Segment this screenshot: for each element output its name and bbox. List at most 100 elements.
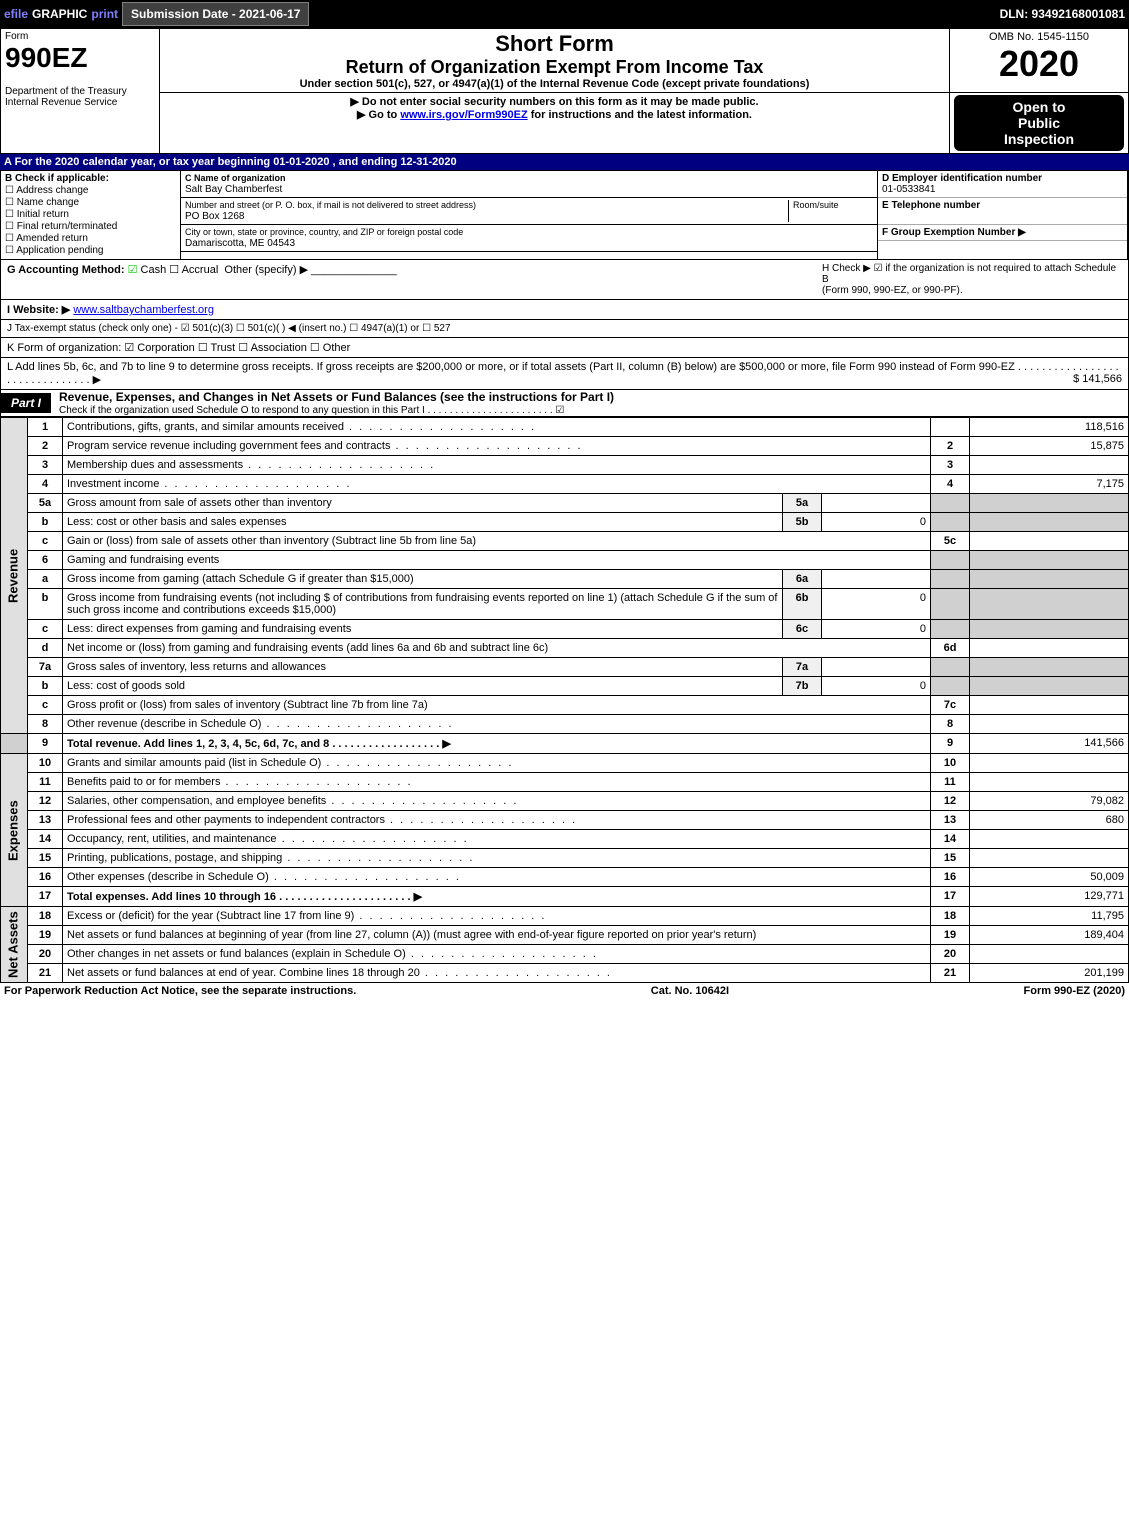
line-6-shade <box>931 551 970 570</box>
line-6c-shade <box>931 620 970 639</box>
line-6d-num: d <box>28 639 63 658</box>
line-8-text: Other revenue (describe in Schedule O) <box>63 715 931 734</box>
line-6a-shade <box>931 570 970 589</box>
form-label: Form <box>5 31 155 42</box>
f-group-label: F Group Exemption Number ▶ <box>882 227 1026 238</box>
line-16-num: 16 <box>28 868 63 887</box>
line-15-val <box>970 849 1129 868</box>
line-5b-shade <box>931 513 970 532</box>
line-6d-text: Net income or (loss) from gaming and fun… <box>63 639 931 658</box>
street-label: Number and street (or P. O. box, if mail… <box>185 200 476 210</box>
line-16-val: 50,009 <box>970 868 1129 887</box>
line-5b-num: b <box>28 513 63 532</box>
row-k-org-form: K Form of organization: ☑ Corporation ☐ … <box>0 338 1129 358</box>
line-5c-val <box>970 532 1129 551</box>
check-name-change[interactable]: Name change <box>5 197 176 208</box>
short-form-title: Short Form <box>164 31 945 57</box>
part1-table: Revenue 1 Contributions, gifts, grants, … <box>0 417 1129 983</box>
org-name: Salt Bay Chamberfest <box>185 184 282 195</box>
line-8-val <box>970 715 1129 734</box>
row-l-gross-receipts: L Add lines 5b, 6c, and 7b to line 9 to … <box>0 358 1129 390</box>
line-1-text: Contributions, gifts, grants, and simila… <box>63 418 931 437</box>
line-2-num: 2 <box>28 437 63 456</box>
e-phone-label: E Telephone number <box>882 200 980 211</box>
check-application-pending[interactable]: Application pending <box>5 245 176 256</box>
line-15-box: 15 <box>931 849 970 868</box>
check-accrual[interactable]: Accrual <box>182 264 219 276</box>
line-14-box: 14 <box>931 830 970 849</box>
line-2-val: 15,875 <box>970 437 1129 456</box>
line-4-box: 4 <box>931 475 970 494</box>
section-a-tax-year: A For the 2020 calendar year, or tax yea… <box>0 154 1129 170</box>
line-4-text: Investment income <box>63 475 931 494</box>
line-21-num: 21 <box>28 964 63 983</box>
line-5b-shade2 <box>970 513 1129 532</box>
return-title: Return of Organization Exempt From Incom… <box>164 57 945 78</box>
line-6c-subval: 0 <box>822 620 931 639</box>
print-link[interactable]: print <box>91 7 118 21</box>
submission-date-button[interactable]: Submission Date - 2021-06-17 <box>122 2 309 26</box>
line-19-box: 19 <box>931 926 970 945</box>
line-9-num: 9 <box>28 734 63 754</box>
part1-check: Check if the organization used Schedule … <box>51 405 564 416</box>
line-6b-shade <box>931 589 970 620</box>
omb-number: OMB No. 1545-1150 <box>954 31 1124 43</box>
check-cash[interactable]: Cash <box>128 264 167 276</box>
line-11-num: 11 <box>28 773 63 792</box>
line-6b-num: b <box>28 589 63 620</box>
line-10-box: 10 <box>931 754 970 773</box>
form-header: Form 990EZ Department of the Treasury In… <box>0 28 1129 154</box>
line-20-box: 20 <box>931 945 970 964</box>
line-5a-sub: 5a <box>783 494 822 513</box>
line-17-box: 17 <box>931 887 970 907</box>
line-7a-shade2 <box>970 658 1129 677</box>
row-i-website: I Website: ▶ www.saltbaychamberfest.org <box>0 300 1129 320</box>
line-19-num: 19 <box>28 926 63 945</box>
graphic-label: GRAPHIC <box>32 7 87 21</box>
d-ein-label: D Employer identification number <box>882 173 1042 184</box>
line-7a-text: Gross sales of inventory, less returns a… <box>63 658 783 677</box>
line-17-val: 129,771 <box>970 887 1129 907</box>
line-11-box: 11 <box>931 773 970 792</box>
line-7b-shade <box>931 677 970 696</box>
city-label: City or town, state or province, country… <box>185 227 463 237</box>
irs-link[interactable]: www.irs.gov/Form990EZ <box>400 109 527 121</box>
row-g-h: G Accounting Method: Cash ☐ Accrual Othe… <box>0 260 1129 300</box>
page-footer: For Paperwork Reduction Act Notice, see … <box>0 983 1129 999</box>
line-5c-num: c <box>28 532 63 551</box>
line-13-box: 13 <box>931 811 970 830</box>
public-inspection-box: Open to Public Inspection <box>954 95 1124 151</box>
line-15-text: Printing, publications, postage, and shi… <box>63 849 931 868</box>
line-18-box: 18 <box>931 907 970 926</box>
line-6b-shade2 <box>970 589 1129 620</box>
part1-title: Revenue, Expenses, and Changes in Net As… <box>51 390 614 404</box>
c-name-label: C Name of organization <box>185 173 286 183</box>
efile-link[interactable]: efile <box>4 7 28 21</box>
side-netassets: Net Assets <box>1 907 28 983</box>
check-amended-return[interactable]: Amended return <box>5 233 176 244</box>
check-final-return[interactable]: Final return/terminated <box>5 221 176 232</box>
line-5b-subval: 0 <box>822 513 931 532</box>
line-9-val: 141,566 <box>970 734 1129 754</box>
check-initial-return[interactable]: Initial return <box>5 209 176 220</box>
goto-instructions: ▶ Go to www.irs.gov/Form990EZ for instru… <box>164 108 945 121</box>
line-12-val: 79,082 <box>970 792 1129 811</box>
line-18-num: 18 <box>28 907 63 926</box>
line-16-text: Other expenses (describe in Schedule O) <box>63 868 931 887</box>
line-1-box <box>931 418 970 437</box>
line-18-text: Excess or (deficit) for the year (Subtra… <box>63 907 931 926</box>
line-17-num: 17 <box>28 887 63 907</box>
part1-header: Part I Revenue, Expenses, and Changes in… <box>0 390 1129 417</box>
website-link[interactable]: www.saltbaychamberfest.org <box>73 304 214 316</box>
line-6-num: 6 <box>28 551 63 570</box>
check-address-change[interactable]: Address change <box>5 185 176 196</box>
line-5b-sub: 5b <box>783 513 822 532</box>
line-19-text: Net assets or fund balances at beginning… <box>63 926 931 945</box>
line-6-text: Gaming and fundraising events <box>63 551 931 570</box>
line-6a-text: Gross income from gaming (attach Schedul… <box>63 570 783 589</box>
line-18-val: 11,795 <box>970 907 1129 926</box>
irs-label: Internal Revenue Service <box>5 97 155 108</box>
line-7a-shade <box>931 658 970 677</box>
top-bar: efile GRAPHIC print Submission Date - 20… <box>0 0 1129 28</box>
footer-left: For Paperwork Reduction Act Notice, see … <box>4 985 356 997</box>
